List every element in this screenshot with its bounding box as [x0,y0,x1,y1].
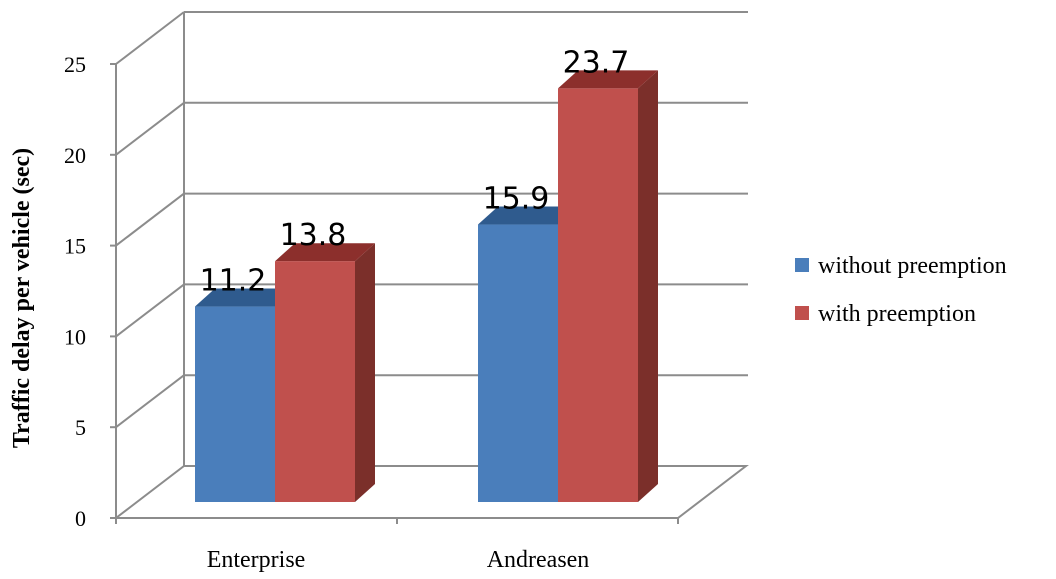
bar-front [195,306,275,502]
gridline-depth [115,192,185,247]
y-tick-label: 20 [64,143,86,168]
chart-floor [113,465,749,519]
legend-label: with preemption [818,301,976,327]
bar-top [195,288,295,307]
bar-top [558,70,658,89]
data-label: 23.7 [563,45,630,80]
legend-swatch [795,306,809,320]
data-labels: 11.2 13.8 15.9 23.7 [200,45,630,298]
x-category-label: Enterprise [207,547,306,573]
legend-label: without preemption [818,253,1007,279]
y-tick-label: 25 [64,52,86,77]
data-label: 15.9 [483,182,550,217]
gridline-depth [115,374,185,428]
data-label: 13.8 [280,218,347,253]
bar-front [275,261,355,502]
x-category-label: Andreasen [487,547,590,573]
y-tick-label: 0 [75,506,86,531]
y-axis-ticks: 0 5 10 15 20 25 [64,52,116,531]
legend-item: without preemption [795,253,1007,279]
legend: without preemption with preemption [795,253,1007,327]
x-axis-categories: Enterprise Andreasen [207,547,590,573]
bar-with-preemption-enterprise [275,243,375,502]
y-tick-label: 15 [64,234,86,259]
gridline-depth [115,11,185,65]
y-tick-label: 5 [75,415,86,440]
bar-with-preemption-andreasen [558,70,658,502]
y-tick-label: 10 [64,324,86,349]
chart-bars [195,70,658,503]
data-label: 11.2 [200,264,267,299]
gridline-depth [115,102,185,156]
gridline-depth [115,283,185,338]
bar-front [478,224,558,503]
legend-swatch [795,258,809,272]
bar-side [355,243,375,502]
bar-front [558,88,638,502]
bar-side [638,70,658,502]
bar-top [478,206,578,225]
legend-item: with preemption [795,301,976,327]
bar-top [275,243,375,262]
y-axis-title: Traffic delay per vehicle (sec) [9,148,35,448]
